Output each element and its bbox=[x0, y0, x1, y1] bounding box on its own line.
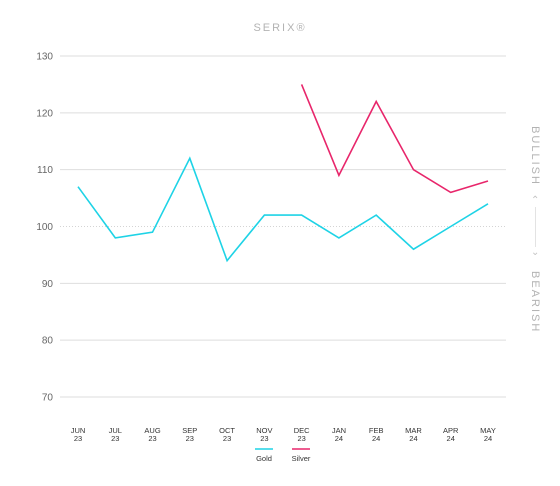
series-line-silver bbox=[300, 84, 489, 194]
series-line-gold bbox=[77, 156, 489, 263]
x-tick-label: FEB 24 bbox=[369, 426, 384, 443]
x-tick-label: JAN 24 bbox=[332, 426, 346, 443]
y-tick-label-110: 110 bbox=[37, 165, 53, 176]
chart-title: SERIX® bbox=[253, 22, 307, 34]
y-tick-label-90: 90 bbox=[42, 279, 54, 290]
x-tick-label: SEP 23 bbox=[182, 426, 197, 443]
legend-label-gold: Gold bbox=[256, 454, 272, 463]
y-tick-label-100: 100 bbox=[36, 222, 53, 233]
y-tick-label-130: 130 bbox=[36, 52, 53, 63]
arrow-down-icon: ⌄ bbox=[531, 247, 540, 258]
x-tick-label: JUL 23 bbox=[109, 426, 122, 443]
x-tick-label: DEC 23 bbox=[294, 426, 310, 443]
x-tick-label: OCT 23 bbox=[219, 426, 235, 443]
x-tick-label: JUN 23 bbox=[71, 426, 86, 443]
y-tick-label-80: 80 bbox=[42, 336, 54, 347]
bullish-label: BULLISH bbox=[529, 126, 541, 186]
sentiment-divider bbox=[535, 207, 536, 247]
x-tick-label: NOV 23 bbox=[256, 426, 272, 443]
legend-label-silver: Silver bbox=[292, 454, 311, 463]
x-tick-label: AUG 23 bbox=[144, 426, 160, 443]
x-tick-label: MAR 24 bbox=[405, 426, 422, 443]
x-tick-label: MAY 24 bbox=[480, 426, 496, 443]
bearish-label: BEARISH bbox=[529, 271, 541, 334]
arrow-up-icon: ⌃ bbox=[531, 195, 540, 206]
y-tick-label-70: 70 bbox=[42, 393, 54, 404]
y-tick-label-120: 120 bbox=[36, 108, 53, 119]
x-tick-label: APR 24 bbox=[443, 426, 459, 443]
